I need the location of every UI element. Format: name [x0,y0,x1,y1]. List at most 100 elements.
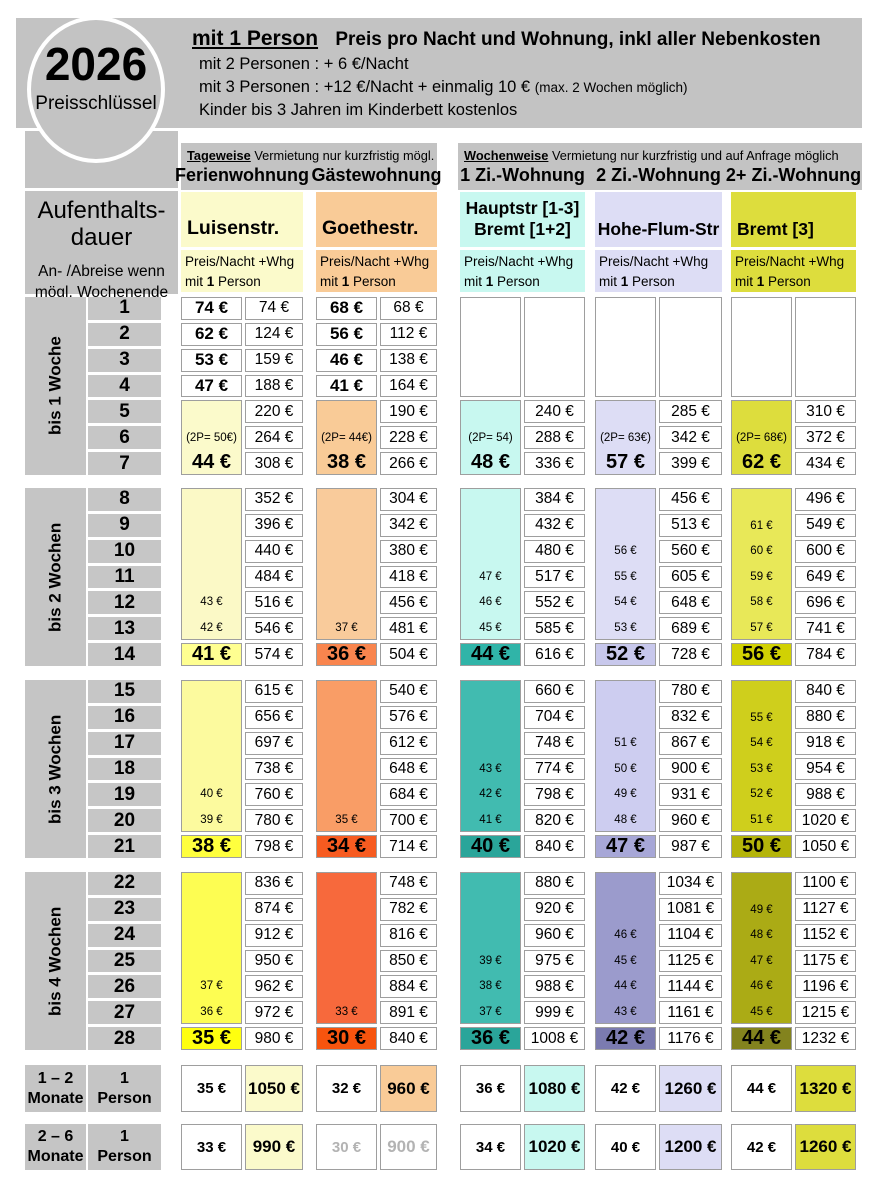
total-price: 880 € [524,872,585,895]
night-price-inner: 43 € 42 € [182,489,241,639]
night-price-small [732,873,791,896]
total-price: 867 € [659,731,722,755]
night-price-small [461,899,520,922]
col4-month1-total: 1260 € [795,1124,856,1170]
total-price: 549 € [795,513,856,537]
final-week-night-price: 36 € [316,643,377,666]
total-price: 1196 € [795,975,856,999]
night-price-small [317,732,376,755]
night-price-small: 49 € [614,788,637,801]
total-price: 574 € [245,643,303,666]
week1-spacer [596,401,655,423]
col1-month1-night: 30 € [316,1124,377,1170]
night-price-small: 46 € [479,596,502,609]
day-number: 14 [88,643,161,666]
night-price-small: 37 € [335,621,358,634]
wochenweise-banner: Wochenweise Vermietung nur kurzfristig u… [458,143,862,190]
col2-block0-total-column: 240 €288 €336 € [524,297,585,475]
week-night-price: 62 € [742,451,781,474]
total-price: 342 € [380,513,437,537]
day-number: 4 [88,374,161,398]
night-price-small: 48 € [750,929,773,942]
wochenweise-banner-text: Wochenweise Vermietung nur kurzfristig u… [458,143,862,163]
night-price-small [461,681,520,704]
column-name-line: Bremt [3] [737,219,814,239]
total-price: 266 € [380,452,437,475]
total-price: 820 € [524,809,585,833]
price-sub-line2-pre: mit [320,274,342,289]
total-price: 456 € [659,488,722,511]
day-number-column-2: 15 16 17 18 19 20 21 [88,680,161,858]
total-price: 504 € [380,643,437,666]
total-price: 900 € [659,757,722,781]
night-price-inner: 56 € 55 € 54 € 53 € [596,489,655,639]
type-label-1zi-wohnung: 1 Zi.-Wohnung [460,164,585,185]
night-price-small: 35 € [335,813,358,826]
night-price-block: 39 € 38 € 37 € [460,872,521,1025]
night-price-small: 42 € [479,788,502,801]
total-price: 540 € [380,680,437,703]
night-price-block: 51 € 50 € 49 € 48 € [595,680,656,833]
col3-block1-total-column: 456 €513 €560 €605 €648 €689 €728 € [659,488,722,666]
night-price-small: 43 € [200,596,223,609]
final-week-night-price: 35 € [181,1027,242,1050]
final-week-night-price: 44 € [460,643,521,666]
night-price-block: 37 € [316,488,377,641]
badge-year: 2026 [44,38,148,90]
total-price: 980 € [245,1027,303,1050]
night-price-inner: 55 € 54 € 53 € 52 € 51 € [732,681,791,831]
total-price: 112 € [380,322,437,346]
tageweise-banner: Tageweise Vermietung nur kurzfristig mög… [181,143,437,190]
col3-block2-total-column: 780 €832 €867 €900 €931 €960 €987 € [659,680,722,858]
month-person-line: 1 [120,1069,129,1087]
col0-month0-total: 1050 € [245,1065,303,1112]
price-sub-line2: mit 1 Person [599,274,722,289]
col2-month0-night: 36 € [460,1065,521,1112]
week-night-price: 48 € [471,451,510,474]
total-price: 738 € [245,757,303,781]
night-price-small [596,899,655,922]
col3-block3-night-column: 46 € 45 € 44 € 43 € 42 € [595,872,656,1050]
night-price-inner: 51 € 50 € 49 € 48 € [596,681,655,831]
week1-price-inner: (2P= 68€) 62 € [732,401,791,474]
col3-month1-night: 40 € [595,1124,656,1170]
night-price-small [182,515,241,538]
night-price: 47 € [181,374,242,398]
price-sub-line1: Preis/Nacht +Whg [320,254,430,269]
night-price-small [317,489,376,512]
year-badge: 2026 Preisschlüssel [27,16,165,163]
week1-price-inner: (2P= 50€) 44 € [182,401,241,474]
night-price-inner: 33 € [317,873,376,1023]
type-label-2zi-wohnung: 2 Zi.-Wohnung [596,164,721,185]
night-price-small: 51 € [614,737,637,750]
night-price-small: 33 € [335,1005,358,1018]
price-sub-line2-bold: 1 [341,274,350,289]
total-price: 615 € [245,680,303,703]
month-person-1: 1 Person [88,1124,161,1170]
night-price-small: 45 € [479,621,502,634]
total-price: 950 € [245,949,303,973]
col1-block1-total-column: 304 €342 €380 €418 €456 €481 €504 € [380,488,437,666]
total-price: 513 € [659,513,722,537]
column-name-line: Bremt [1+2] [474,218,571,239]
night-price-small: 55 € [750,711,773,724]
col2-block3-total-column: 880 €920 €960 €975 €988 €999 €1008 € [524,872,585,1050]
night-price-small [182,489,241,512]
night-price-small: 44 € [614,980,637,993]
price-sub-line2-bold: 1 [620,274,629,289]
total-price: 1050 € [795,835,856,858]
price-sub-line2-pre: mit [185,274,207,289]
total-price: 960 € [659,809,722,833]
total-price: 1104 € [659,923,722,947]
night-price-small [182,873,241,896]
night-price-small [596,681,655,704]
night-price-small: 42 € [200,621,223,634]
night-price-small: 49 € [750,903,773,916]
col2-month1-night: 34 € [460,1124,521,1170]
total-price: 496 € [795,488,856,511]
night-price-small [182,540,241,563]
total-price: 240 € [524,400,585,424]
night-price-block: 46 € 45 € 44 € 43 € [595,872,656,1025]
price-sub-line2-post: Person [349,274,396,289]
col2-block0-night-column: (2P= 54) 48 € [460,297,521,475]
